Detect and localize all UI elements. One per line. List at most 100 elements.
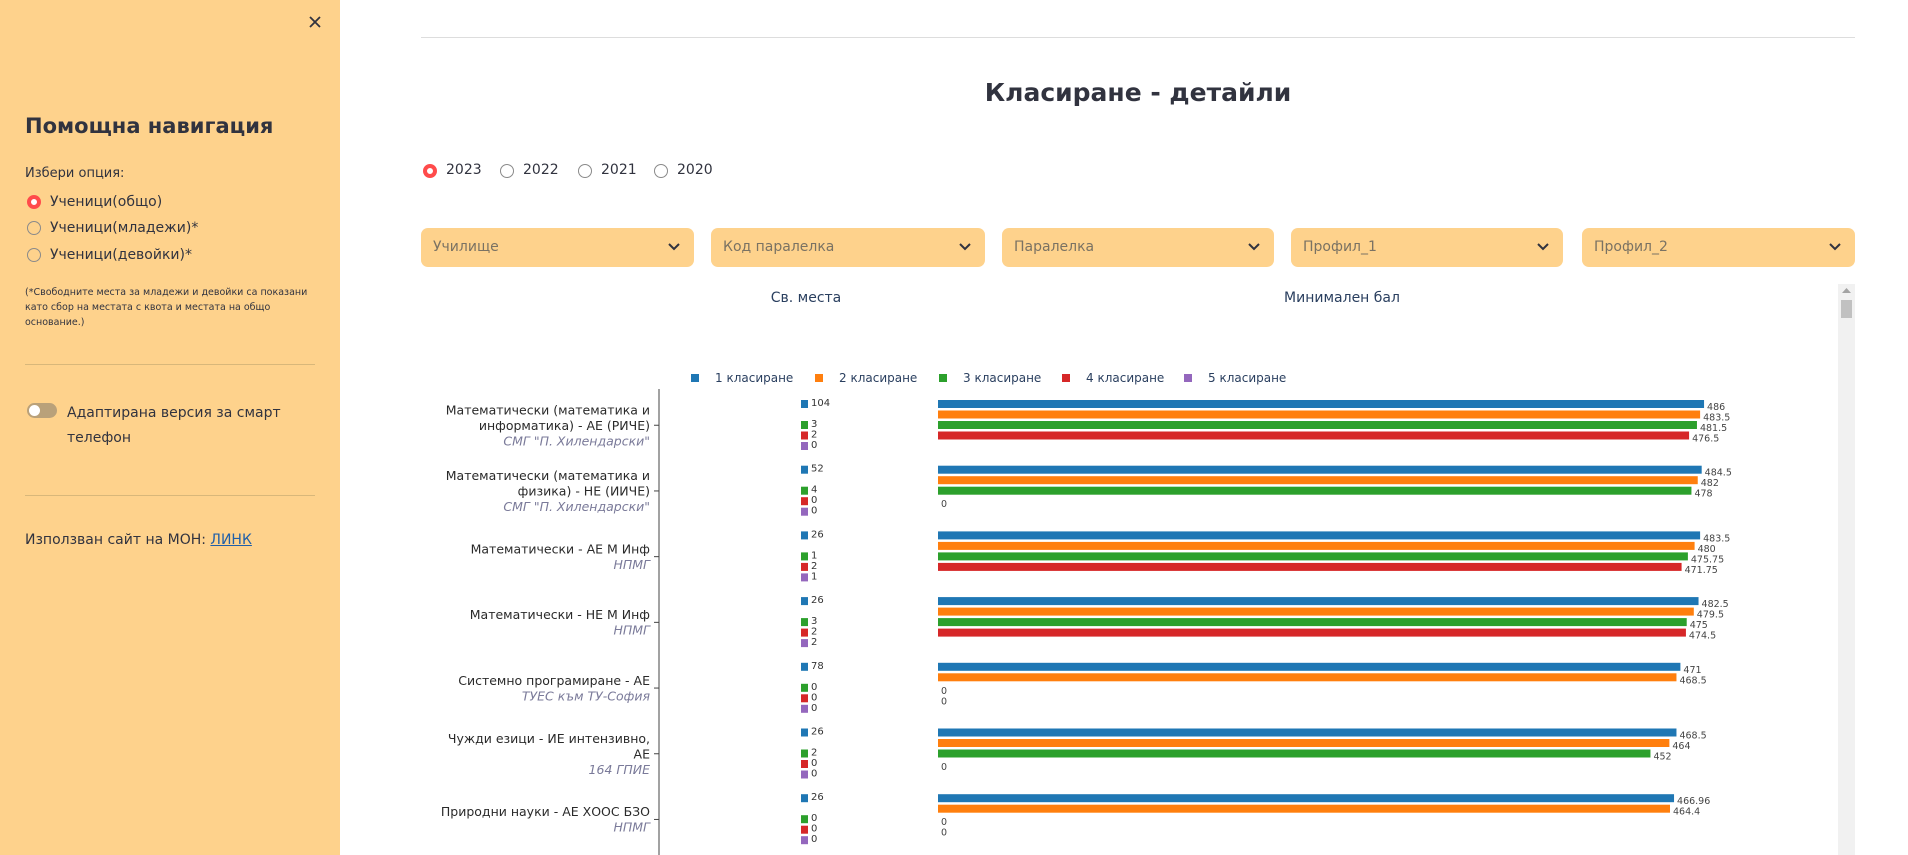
legend-swatch (691, 374, 699, 382)
score-label: 475 (1690, 620, 1708, 631)
divider (421, 37, 1855, 38)
option[interactable]: Ученици(девойки)* (50, 247, 192, 263)
select[interactable]: Паралелка (1002, 228, 1274, 267)
legend-swatch (1184, 374, 1192, 382)
score-label: 475.75 (1691, 554, 1724, 565)
category-label: Математически - АЕ М Инф (471, 541, 650, 556)
legend-label: 5 класиране (1208, 371, 1286, 385)
category-label: Математически (математика и (446, 468, 650, 483)
seat-bar (801, 486, 808, 495)
score-bar (938, 673, 1677, 682)
scroll-arrow[interactable] (1842, 288, 1851, 293)
score-label: 483.5 (1703, 533, 1730, 544)
score-label: 452 (1653, 752, 1671, 763)
score-label: 466.96 (1677, 796, 1710, 807)
score-bar (938, 541, 1695, 550)
seat-bar (801, 552, 808, 561)
seat-bar (801, 400, 808, 408)
score-label: 471 (1683, 665, 1701, 676)
score-bar (938, 728, 1677, 737)
seat-label: 3 (811, 419, 817, 430)
seat-bar (801, 442, 808, 450)
score-label: 480 (1698, 544, 1716, 555)
note: (*Свободните места за младежи и девойки … (25, 287, 308, 328)
seat-bar (801, 694, 808, 703)
scrollbar-thumb[interactable] (1841, 300, 1852, 318)
seat-label: 0 (811, 769, 817, 780)
school-label: НПМГ (613, 557, 651, 572)
select-placeholder: Код паралелка (723, 239, 835, 255)
close-button[interactable] (308, 15, 322, 29)
seat-label: 52 (811, 464, 824, 475)
radio[interactable] (578, 164, 592, 178)
seat-label: 3 (811, 616, 817, 627)
sidebar: Помощна навигация Избери опция: Ученици(… (0, 0, 340, 855)
radio[interactable] (500, 164, 514, 178)
radio[interactable] (654, 164, 668, 178)
seat-label: 26 (811, 792, 824, 803)
score-bar (938, 804, 1671, 813)
seat-bar (801, 531, 808, 540)
score-label: 482 (1701, 478, 1719, 489)
select[interactable]: Училище (421, 228, 694, 267)
score-bar (938, 431, 1690, 440)
legend-swatch (939, 374, 947, 382)
radio[interactable] (423, 164, 437, 178)
legend-label: 3 класиране (963, 371, 1041, 385)
seat-bar (801, 618, 808, 627)
school-label: НПМГ (613, 623, 651, 638)
select[interactable]: Профил_1 (1291, 228, 1563, 267)
score-bar (938, 400, 1705, 408)
seat-label: 0 (811, 758, 817, 769)
option[interactable]: Ученици(младежи)* (50, 220, 199, 236)
select[interactable]: Профил_2 (1582, 228, 1855, 267)
score-label: 468.5 (1679, 675, 1706, 686)
seat-bar (801, 431, 808, 440)
seat-bar (801, 815, 808, 824)
legend-swatch (1062, 374, 1070, 382)
category-label: Математически (математика и (446, 402, 650, 417)
scrollbar[interactable] (1838, 284, 1855, 855)
radio[interactable] (27, 248, 41, 262)
seat-label: 2 (811, 627, 817, 638)
source: Използван сайт на МОН: ЛИНК (25, 532, 252, 548)
legend-swatch (815, 374, 823, 382)
select[interactable]: Код паралелка (711, 228, 985, 267)
source-link[interactable]: ЛИНК (210, 532, 252, 548)
seat-bar (801, 794, 808, 803)
seat-bar (801, 497, 808, 506)
seat-bar (801, 728, 808, 737)
score-bar (938, 410, 1701, 419)
select-placeholder: Профил_1 (1303, 239, 1377, 255)
toggle-label[interactable]: Адаптирана версия за смарт телефон (67, 405, 281, 446)
seat-label: 2 (811, 748, 817, 759)
option[interactable]: Ученици(общо) (50, 194, 163, 210)
legend-label: 2 класиране (839, 371, 917, 385)
score-bar (938, 486, 1692, 495)
score-label: 0 (941, 499, 947, 510)
school-label: СМГ "П. Хилендарски" (503, 499, 650, 514)
score-label: 464 (1672, 741, 1690, 752)
radio[interactable] (27, 195, 41, 209)
score-bar (938, 421, 1697, 429)
year[interactable]: 2021 (601, 162, 637, 178)
score-label: 486 (1707, 402, 1725, 413)
seat-bar (801, 562, 808, 571)
score-bar (938, 465, 1702, 474)
seat-label: 0 (811, 813, 817, 824)
select-placeholder: Профил_2 (1594, 239, 1668, 255)
year[interactable]: 2020 (677, 162, 713, 178)
radio[interactable] (27, 221, 41, 235)
seat-label: 26 (811, 529, 824, 540)
category-label: физика) - НЕ (ИИЧЕ) (518, 483, 650, 498)
toggle[interactable] (27, 403, 57, 418)
score-label: 474.5 (1689, 631, 1716, 642)
seat-label: 0 (811, 440, 817, 451)
score-label: 464.4 (1673, 807, 1700, 818)
seat-bar (801, 597, 808, 606)
year[interactable]: 2022 (523, 162, 559, 178)
score-label: 481.5 (1700, 423, 1727, 434)
seat-label: 26 (811, 595, 824, 606)
year[interactable]: 2023 (446, 162, 482, 178)
legend-label: 1 класиране (715, 371, 793, 385)
